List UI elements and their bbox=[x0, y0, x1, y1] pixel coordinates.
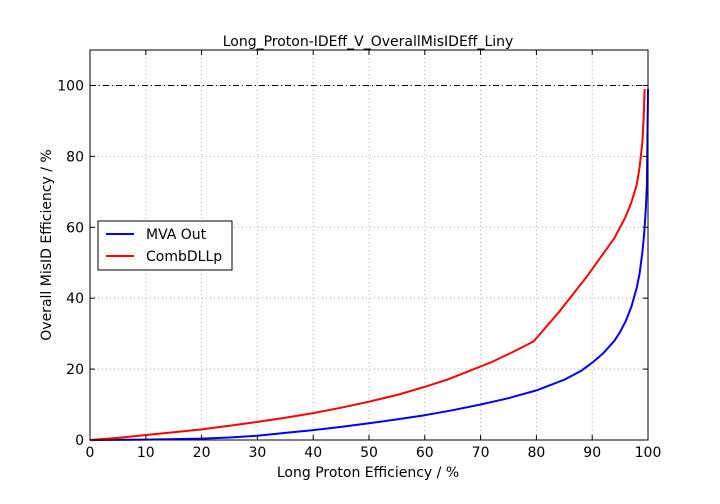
legend-box bbox=[97, 220, 233, 271]
x-tick-label: 60 bbox=[416, 445, 434, 461]
y-tick-label: 40 bbox=[66, 291, 84, 307]
y-tick-label: 20 bbox=[66, 362, 84, 378]
y-tick-label: 60 bbox=[66, 220, 84, 236]
x-tick-label: 20 bbox=[193, 445, 211, 461]
x-axis-ticks: 0 10 20 30 40 50 60 70 80 90 100 bbox=[86, 50, 662, 461]
x-tick-label: 80 bbox=[527, 445, 545, 461]
y-tick-label: 100 bbox=[57, 78, 84, 94]
x-tick-label: 0 bbox=[86, 445, 95, 461]
x-tick-label: 70 bbox=[472, 445, 490, 461]
x-axis-label: Long Proton Efficiency / % bbox=[277, 465, 459, 481]
chart-title: Long_Proton-IDEff_V_OverallMisIDEff_Liny bbox=[223, 34, 514, 50]
legend: MVA Out CombDLLp bbox=[97, 220, 233, 271]
series-line-combdllp bbox=[89, 88, 646, 441]
x-tick-label: 100 bbox=[635, 445, 662, 461]
x-tick-label: 30 bbox=[248, 445, 266, 461]
y-axis-ticks: 0 20 40 60 80 100 bbox=[57, 78, 648, 449]
y-axis-label: Overall MisID Efficiency / % bbox=[39, 149, 55, 340]
series-layer bbox=[89, 88, 649, 441]
x-tick-label: 40 bbox=[304, 445, 322, 461]
legend-label-combdllp: CombDLLp bbox=[146, 249, 222, 265]
x-tick-label: 50 bbox=[360, 445, 378, 461]
series-line-mva-out bbox=[89, 88, 649, 441]
y-tick-label: 80 bbox=[66, 149, 84, 165]
y-tick-label: 0 bbox=[75, 433, 84, 449]
x-tick-label: 10 bbox=[137, 445, 155, 461]
legend-label-mva-out: MVA Out bbox=[146, 227, 207, 243]
x-tick-label: 90 bbox=[583, 445, 601, 461]
